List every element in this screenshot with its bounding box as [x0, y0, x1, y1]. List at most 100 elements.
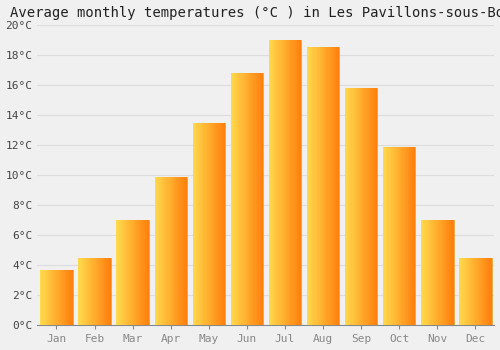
Bar [52, 270, 53, 326]
Bar [297, 40, 298, 326]
Bar [123, 220, 124, 326]
Bar [324, 48, 325, 326]
Bar [316, 48, 318, 326]
Bar [249, 73, 250, 326]
Bar [286, 40, 287, 326]
Bar [338, 48, 339, 326]
Bar [348, 88, 350, 326]
Bar [483, 258, 484, 326]
Bar [333, 48, 334, 326]
Bar [63, 270, 64, 326]
Bar [234, 73, 235, 326]
Bar [50, 270, 51, 326]
Bar [373, 88, 374, 326]
Bar [438, 220, 440, 326]
Bar [326, 48, 328, 326]
Bar [271, 40, 272, 326]
Bar [90, 258, 92, 326]
Bar [144, 220, 146, 326]
Bar [434, 220, 435, 326]
Bar [182, 177, 184, 326]
Bar [385, 147, 386, 326]
Bar [128, 220, 130, 326]
Bar [482, 258, 483, 326]
Bar [484, 258, 485, 326]
Bar [44, 270, 46, 326]
Bar [350, 88, 352, 326]
Bar [409, 147, 410, 326]
Bar [318, 48, 320, 326]
Bar [449, 220, 450, 326]
Bar [323, 48, 324, 326]
Bar [251, 73, 252, 326]
Bar [262, 73, 263, 326]
Bar [283, 40, 284, 326]
Bar [102, 258, 103, 326]
Bar [402, 147, 404, 326]
Bar [433, 220, 434, 326]
Bar [444, 220, 445, 326]
Bar [328, 48, 330, 326]
Bar [222, 122, 223, 326]
Bar [88, 258, 89, 326]
Bar [89, 258, 90, 326]
Bar [134, 220, 135, 326]
Bar [216, 122, 218, 326]
Bar [330, 48, 332, 326]
Bar [468, 258, 469, 326]
Bar [163, 177, 164, 326]
Bar [325, 48, 326, 326]
Bar [359, 88, 360, 326]
Bar [198, 122, 199, 326]
Bar [358, 88, 359, 326]
Bar [164, 177, 166, 326]
Bar [396, 147, 397, 326]
Bar [299, 40, 300, 326]
Bar [296, 40, 297, 326]
Bar [276, 40, 278, 326]
Bar [431, 220, 432, 326]
Bar [258, 73, 259, 326]
Bar [466, 258, 467, 326]
Bar [460, 258, 462, 326]
Bar [399, 147, 400, 326]
Bar [46, 270, 48, 326]
Bar [194, 122, 195, 326]
Bar [478, 258, 480, 326]
Bar [376, 88, 378, 326]
Bar [180, 177, 182, 326]
Bar [481, 258, 482, 326]
Bar [446, 220, 447, 326]
Bar [254, 73, 256, 326]
Bar [61, 270, 62, 326]
Bar [103, 258, 104, 326]
Bar [162, 177, 163, 326]
Bar [184, 177, 186, 326]
Bar [230, 73, 232, 326]
Bar [445, 220, 446, 326]
Bar [390, 147, 392, 326]
Bar [120, 220, 121, 326]
Bar [452, 220, 454, 326]
Bar [462, 258, 464, 326]
Bar [168, 177, 170, 326]
Bar [121, 220, 122, 326]
Bar [70, 270, 72, 326]
Bar [471, 258, 472, 326]
Bar [202, 122, 203, 326]
Bar [82, 258, 84, 326]
Bar [395, 147, 396, 326]
Bar [312, 48, 314, 326]
Bar [424, 220, 426, 326]
Bar [175, 177, 176, 326]
Bar [361, 88, 362, 326]
Bar [430, 220, 431, 326]
Bar [136, 220, 137, 326]
Bar [236, 73, 237, 326]
Bar [56, 270, 58, 326]
Bar [321, 48, 322, 326]
Bar [210, 122, 211, 326]
Bar [232, 73, 233, 326]
Bar [126, 220, 127, 326]
Bar [398, 147, 399, 326]
